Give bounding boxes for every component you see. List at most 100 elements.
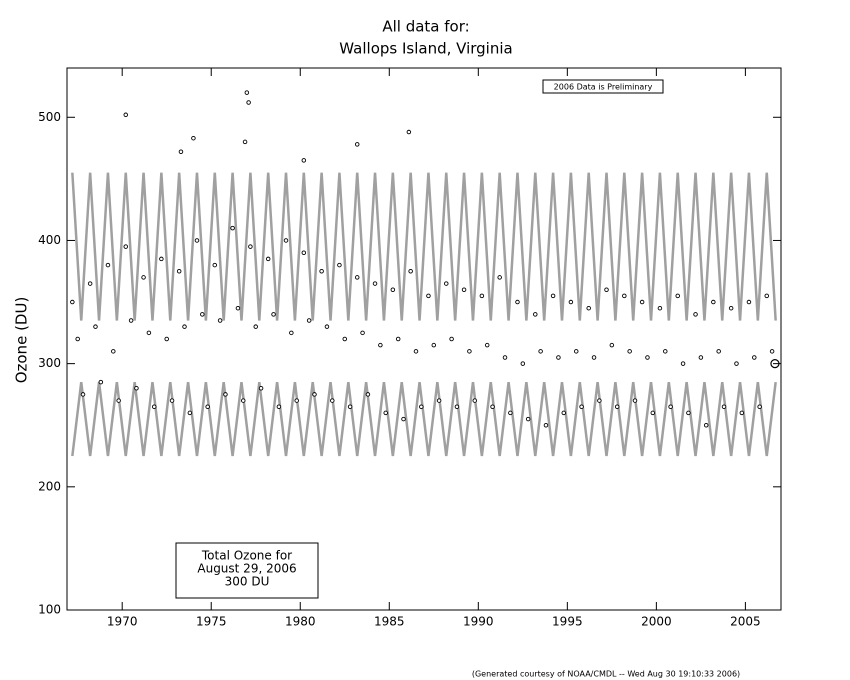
data-point [573,349,579,354]
data-point [212,262,218,268]
x-tick-label: 2000 [641,615,672,629]
data-point [716,349,721,354]
data-point [413,349,419,354]
x-tick-label: 1995 [552,615,583,629]
data-point [484,342,490,348]
data-point [728,305,734,311]
data-point [178,149,184,155]
data-point [383,410,388,416]
note-text: 2006 Data is Preliminary [554,83,653,92]
footer-note: (Generated courtesy of NOAA/CMDL -- Wed … [472,670,740,679]
data-point [752,355,757,360]
data-point [105,262,111,268]
data-point [650,410,656,416]
data-point [734,361,739,366]
data-point [444,281,449,286]
info-text: Total Ozone for [201,549,292,563]
data-point [508,410,513,416]
data-point [533,312,538,317]
y-tick-label: 500 [38,110,61,124]
data-point [169,398,175,403]
data-point [342,336,348,342]
x-tick-label: 1985 [374,615,405,629]
data-point [354,142,360,147]
x-tick-label: 1975 [196,615,227,629]
data-point [246,100,251,105]
chart-subtitle: Wallops Island, Virginia [339,40,512,58]
data-point [294,398,299,403]
data-point [306,318,312,323]
data-point [627,349,632,354]
chart-title: All data for: [382,18,469,36]
data-point [746,299,752,305]
data-point [520,361,526,366]
plot-frame [66,67,782,611]
climatology-line [71,172,777,321]
data-point [502,355,508,360]
data-point [698,355,704,360]
data-point [645,355,650,360]
plot-area [70,90,780,457]
data-point [330,398,335,403]
data-point [663,349,668,354]
data-point [490,404,495,410]
y-tick-label: 100 [38,603,61,617]
data-point [431,342,437,348]
data-point [235,305,241,311]
data-point [639,299,645,305]
data-point [276,404,282,410]
data-point [769,349,775,354]
info-text: August 29, 2006 [197,562,296,576]
data-point [182,324,187,329]
data-point [312,392,317,397]
x-tick-label: 1970 [107,615,138,629]
data-point [378,342,383,348]
data-point [515,299,520,305]
data-point [289,330,294,336]
data-point [479,293,485,299]
data-point [632,398,638,403]
data-point [550,293,556,299]
info-text: 300 DU [225,575,270,589]
x-tick-label: 2005 [730,615,761,629]
data-point [258,386,264,391]
data-point [721,404,727,410]
data-point [454,404,460,410]
data-point [406,129,412,135]
data-point [609,342,615,348]
data-point [116,398,121,403]
data-point [556,355,561,360]
data-point [146,330,152,336]
data-point [597,398,602,403]
data-point [543,422,549,428]
data-point [449,336,454,342]
data-point [191,135,196,141]
data-point [187,410,193,416]
data-point [591,355,597,360]
data-point [223,392,228,397]
data-point [703,422,709,428]
data-point [686,410,691,416]
data-point [568,299,574,305]
data-point [390,287,396,292]
data-point [301,158,307,163]
data-point [337,262,342,268]
data-point [426,293,431,299]
data-point [680,361,686,366]
data-point [80,392,86,397]
data-point [93,324,98,329]
data-point [347,404,353,410]
y-tick-label: 200 [38,479,61,493]
data-point [242,139,248,145]
info-box [175,542,319,599]
data-point [141,275,146,280]
data-point [200,312,205,317]
data-point [123,112,129,118]
data-point [579,404,584,410]
data-point [622,293,627,299]
data-point [98,379,104,385]
data-point [151,404,157,410]
data-point [134,386,139,391]
data-point [461,287,467,292]
